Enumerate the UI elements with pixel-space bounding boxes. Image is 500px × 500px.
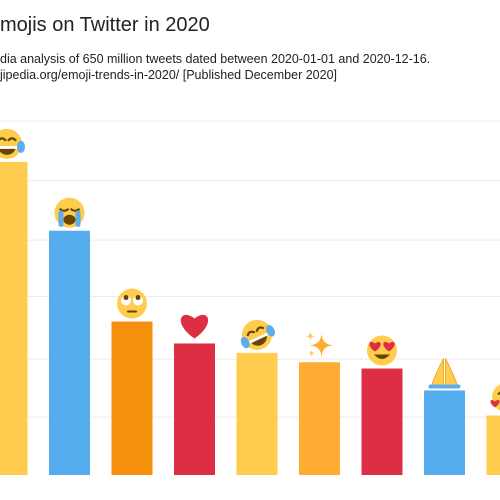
- bar-loudly-crying-face: [49, 230, 90, 475]
- rofl-icon: [240, 319, 275, 350]
- bar-sparkles: [299, 362, 340, 475]
- bar-rolling-on-the-floor-laughing: [236, 352, 278, 475]
- chart-source-line: jipedia.org/emoji-trends-in-2020/ [Publi…: [0, 68, 337, 82]
- bar-smiling-face-with-heart-eyes: [361, 368, 403, 475]
- tears-of-joy-icon: [0, 128, 25, 159]
- smiling-hearts-icon: [490, 384, 500, 411]
- folded-hands-icon: [428, 358, 461, 389]
- chart-title: mojis on Twitter in 2020: [0, 14, 210, 36]
- red-heart-icon: [180, 314, 209, 339]
- chart-subtitle-line-1: dia analysis of 650 million tweets dated…: [0, 52, 431, 66]
- bar-red-heart: [174, 343, 215, 475]
- loudly-crying-icon: [54, 197, 85, 228]
- rolling-eyes-icon: [117, 288, 147, 319]
- bar-face-with-tears-of-joy: [0, 161, 28, 475]
- bar-face-with-rolling-eyes: [111, 321, 153, 475]
- bar-folded-hands: [424, 390, 465, 475]
- heart-eyes-icon: [367, 335, 397, 366]
- bar-smiling-face-with-hearts: [486, 415, 500, 475]
- sparkles-icon: [305, 331, 335, 359]
